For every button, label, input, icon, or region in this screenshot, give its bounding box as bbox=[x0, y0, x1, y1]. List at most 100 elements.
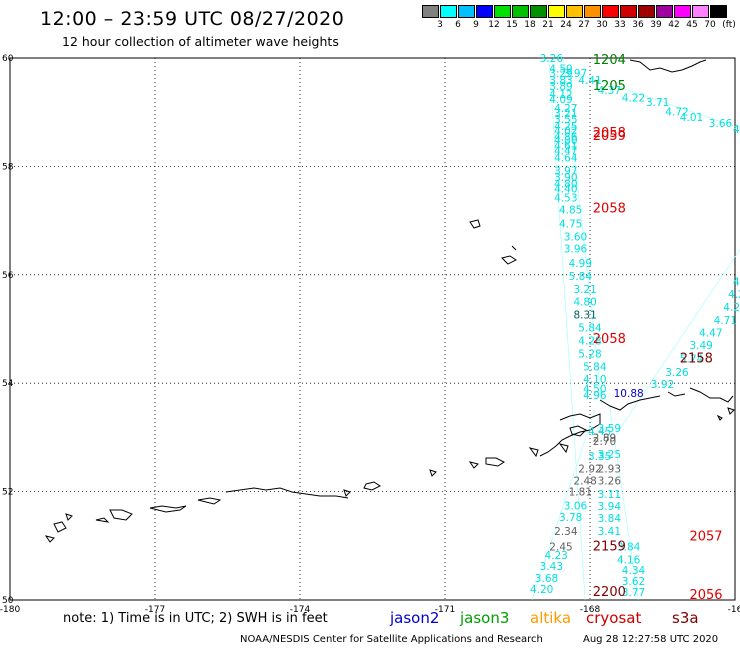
wave-height-label: 4.86 bbox=[554, 131, 578, 143]
page-title: 12:00 – 23:59 UTC 08/27/2020 bbox=[40, 8, 345, 30]
wave-height-label: 4.40 bbox=[554, 183, 577, 195]
wave-height-label: 3.06 bbox=[564, 500, 588, 512]
credit-text: NOAA/NESDIS Center for Satellite Applica… bbox=[240, 634, 543, 645]
wave-height-label: 5.84 bbox=[583, 362, 607, 374]
lat-tick-label: 60 bbox=[2, 54, 14, 64]
wave-height-label: 4.09 bbox=[549, 94, 572, 106]
colorbar-label: 6 bbox=[455, 20, 461, 30]
satellite-track bbox=[548, 57, 586, 601]
track-time-label: 2058 bbox=[593, 201, 626, 216]
wave-height-label: 5.84 bbox=[569, 271, 593, 283]
colorbar-label: 33 bbox=[614, 20, 626, 30]
track-time-labels: 1204120520582059205820582158205721592200… bbox=[593, 53, 723, 603]
track-time-label: 2056 bbox=[689, 588, 722, 603]
wave-height-label: 3.29 bbox=[549, 68, 572, 80]
wave-height-label: 3.26 bbox=[598, 476, 622, 488]
wave-height-label: 3.96 bbox=[564, 244, 588, 256]
lon-tick-label: -177 bbox=[145, 605, 165, 615]
colorbar-label: 45 bbox=[686, 20, 698, 30]
wave-height-label: 3.26 bbox=[540, 53, 564, 65]
wave-height-label: 4.16 bbox=[617, 555, 641, 567]
wave-height-label: 4.45 bbox=[588, 426, 611, 438]
wave-height-label: 10.88 bbox=[614, 388, 644, 400]
satellite-track bbox=[563, 57, 603, 405]
satellite-legend-altika: altika bbox=[530, 609, 572, 627]
wave-height-label: 2.92 bbox=[578, 464, 601, 476]
wave-height-label: 3.84 bbox=[617, 542, 641, 554]
colorbar-swatch bbox=[548, 5, 565, 18]
lat-tick-label: 50 bbox=[2, 596, 14, 606]
wave-height-label: 3.35 bbox=[588, 451, 611, 463]
track-time-label: 2057 bbox=[689, 529, 722, 544]
satellite-legend-jason3: jason3 bbox=[460, 609, 510, 627]
wave-height-label: 3.89 bbox=[549, 81, 572, 93]
colorbar-label: 42 bbox=[668, 20, 680, 30]
track-time-label: 1205 bbox=[593, 79, 626, 94]
lon-tick-label: -174 bbox=[290, 605, 311, 615]
wave-height-label: 4.25 bbox=[554, 121, 577, 133]
colorbar-swatch bbox=[710, 5, 727, 18]
axis-tick-labels: -180 -177 -174 -171 -168 -16 60 58 56 54 52 50 bbox=[0, 54, 740, 615]
wave-height-label: 4.99 bbox=[569, 258, 592, 270]
track-time-label: 2058 bbox=[593, 332, 626, 347]
wave-height-label: 4.41 bbox=[578, 75, 601, 87]
lat-lon-grid bbox=[9, 57, 736, 601]
wave-height-label: 4.87 bbox=[733, 124, 740, 136]
satellite-track bbox=[613, 248, 740, 438]
colorbar-label: 12 bbox=[488, 20, 500, 30]
lon-tick-label: -180 bbox=[0, 605, 20, 615]
lat-tick-label: 54 bbox=[2, 379, 14, 389]
wave-height-label: 3.92 bbox=[651, 379, 674, 391]
colorbar-label: 21 bbox=[542, 20, 554, 30]
track-time-label: 2159 bbox=[593, 540, 626, 555]
wave-height-label: 5.84 bbox=[578, 323, 602, 335]
colorbar-swatch bbox=[656, 5, 673, 18]
wave-height-label: 4.37 bbox=[598, 85, 621, 97]
satellite-track bbox=[531, 410, 596, 601]
lat-tick-label: 56 bbox=[2, 271, 14, 281]
wave-height-label: 3.71 bbox=[646, 97, 669, 109]
wave-height-label: 4.72 bbox=[665, 106, 688, 118]
wave-height-label: 3.97 bbox=[554, 166, 577, 178]
colorbar-swatch bbox=[674, 5, 691, 18]
colorbar-unit: (ft) bbox=[722, 20, 736, 30]
wave-height-label: 4.20 bbox=[530, 584, 553, 596]
lon-tick-label: -168 bbox=[580, 605, 601, 615]
track-time-label: 2059 bbox=[593, 129, 626, 144]
wave-height-label: 4.61 bbox=[554, 141, 577, 153]
map-frame bbox=[9, 57, 736, 601]
wave-height-label: 2.45 bbox=[549, 542, 572, 554]
wave-height-label: 3.97 bbox=[564, 68, 587, 80]
wave-height-label: 3.49 bbox=[689, 340, 712, 352]
colorbar-swatch bbox=[440, 5, 457, 18]
wave-height-label: 3.25 bbox=[598, 449, 621, 461]
colorbar-label: 36 bbox=[632, 20, 644, 30]
satellite-tracks bbox=[531, 57, 740, 601]
wave-height-label: 5.74 bbox=[680, 354, 704, 366]
wave-height-label: 3.43 bbox=[540, 561, 563, 573]
wave-height-label: 8.31 bbox=[573, 310, 596, 322]
colorbar-swatch bbox=[512, 5, 529, 18]
satellite-legend-s3a: s3a bbox=[672, 609, 699, 627]
wave-height-label: 3.55 bbox=[554, 114, 577, 126]
wave-height-label: 3.59 bbox=[598, 423, 621, 435]
wave-height-label: 4.23 bbox=[728, 289, 740, 301]
wave-height-label: 4.21 bbox=[733, 277, 740, 289]
colorbar-label: 24 bbox=[560, 20, 572, 30]
satellite-track bbox=[609, 404, 639, 601]
lat-tick-label: 52 bbox=[2, 488, 13, 498]
colorbar-label: 9 bbox=[473, 20, 479, 30]
wave-height-label: 4.47 bbox=[699, 328, 722, 340]
wave-height-label: 2.70 bbox=[593, 436, 616, 448]
footer-note: note: 1) Time is in UTC; 2) SWH is in fe… bbox=[63, 611, 328, 626]
wave-height-label: 3.62 bbox=[622, 576, 645, 588]
wave-height-label: 4.80 bbox=[554, 135, 577, 147]
satellite-legend-cryosat: cryosat bbox=[586, 609, 642, 627]
wave-height-label: 3.66 bbox=[709, 118, 733, 130]
wave-height-label: 4.12 bbox=[549, 89, 572, 101]
wave-height-label: 3.68 bbox=[535, 573, 558, 585]
track-time-label: 1204 bbox=[593, 53, 626, 68]
colorbar-swatch bbox=[476, 5, 493, 18]
satellite-legend-jason2: jason2 bbox=[390, 609, 440, 627]
